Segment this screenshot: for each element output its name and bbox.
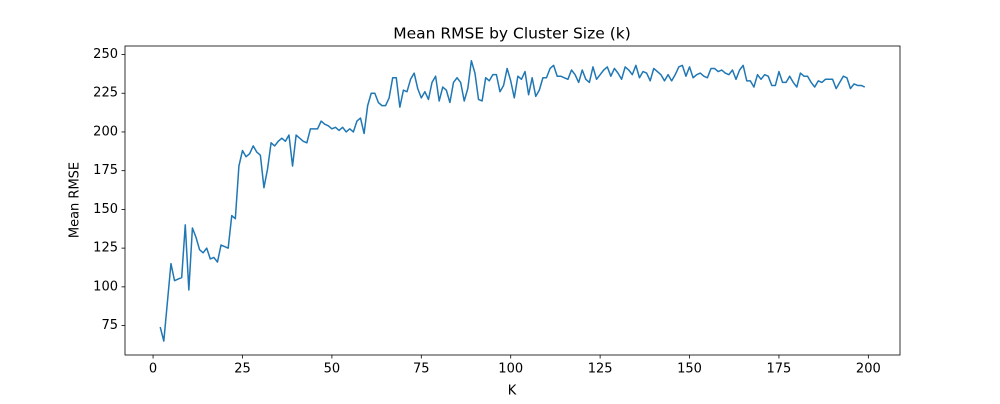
- x-tick-label: 175: [767, 362, 792, 377]
- y-tick-label: 175: [93, 163, 118, 178]
- y-tick-label: 150: [93, 202, 118, 217]
- x-tick-label: 25: [234, 362, 251, 377]
- y-tick-label: 200: [93, 124, 118, 139]
- x-tick-label: 50: [324, 362, 341, 377]
- y-tick-label: 100: [93, 279, 118, 294]
- line: [159, 59, 866, 342]
- y-tick-label: 250: [93, 47, 118, 62]
- plot-frame: [124, 45, 901, 356]
- x-tick-label: 100: [498, 362, 523, 377]
- y-tick-label: 225: [93, 86, 118, 101]
- y-axis-label: Mean RMSE: [68, 162, 83, 238]
- x-tick-label: 75: [413, 362, 430, 377]
- x-axis-label: K: [508, 384, 517, 399]
- y-tick-label: 75: [101, 318, 118, 333]
- y-tick-label: 125: [93, 241, 118, 256]
- x-tick-label: 0: [149, 362, 157, 377]
- x-tick-label: 150: [677, 362, 702, 377]
- x-tick-label: 200: [856, 362, 881, 377]
- x-tick-label: 125: [588, 362, 613, 377]
- chart-title: Mean RMSE by Cluster Size (k): [393, 25, 631, 43]
